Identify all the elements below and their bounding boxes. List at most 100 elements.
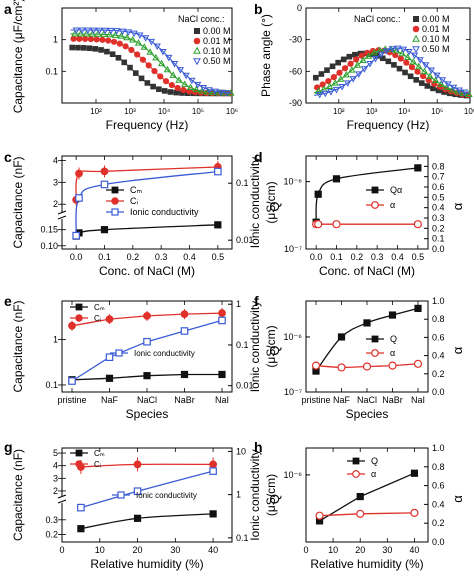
- x-tick-label: 30: [170, 545, 180, 555]
- data-marker: [403, 59, 410, 66]
- data-marker: [217, 89, 225, 97]
- data-marker: [438, 77, 447, 84]
- data-marker: [325, 82, 334, 90]
- data-marker: [392, 51, 399, 59]
- data-marker: [75, 194, 83, 202]
- data-marker: [204, 88, 212, 95]
- legend-label: Ionic conductivity: [134, 349, 195, 358]
- legend-label: Cₘ: [94, 449, 105, 458]
- legend-label: Cᵢ: [130, 196, 138, 206]
- axis-break: [58, 497, 66, 503]
- data-marker: [405, 49, 413, 56]
- legend-label: 0.10 M: [422, 34, 450, 44]
- legend-label: α: [371, 469, 376, 479]
- data-marker: [454, 87, 462, 95]
- legend-label: α: [390, 348, 395, 358]
- y2-tick-label: 0.6: [432, 481, 445, 491]
- data-marker: [424, 83, 431, 89]
- x-axis-label: Species: [126, 407, 169, 421]
- legend-marker: [75, 460, 83, 468]
- data-marker: [379, 55, 386, 62]
- data-marker: [353, 56, 360, 63]
- legend-marker: [75, 303, 83, 311]
- data-marker: [192, 85, 200, 93]
- data-marker: [129, 35, 137, 43]
- x-tick-label: 0.5: [212, 252, 225, 262]
- data-marker: [75, 44, 81, 51]
- y2-tick-label: 0.01: [236, 381, 254, 391]
- x-tick-label: 0.5: [412, 252, 425, 262]
- data-marker: [134, 39, 143, 46]
- fit-curve: [314, 47, 471, 96]
- legend-marker: [193, 46, 201, 54]
- data-marker: [122, 43, 129, 50]
- data-marker: [209, 467, 217, 475]
- data-marker: [98, 47, 104, 53]
- data-marker: [313, 74, 319, 81]
- y2-tick-label: 0.5: [432, 192, 445, 202]
- data-marker: [194, 81, 202, 89]
- data-marker: [84, 27, 92, 35]
- data-marker: [136, 32, 144, 39]
- data-marker: [352, 51, 358, 58]
- data-marker: [418, 80, 425, 86]
- y2-tick-label: 0.01: [236, 235, 254, 245]
- data-marker: [422, 62, 430, 69]
- data-marker: [156, 86, 162, 92]
- x-tick-label: NaF: [333, 395, 351, 405]
- x-axis-label: Relative humidity (%): [90, 557, 203, 571]
- legend-marker: [111, 186, 119, 194]
- data-marker: [318, 71, 325, 77]
- data-marker: [398, 49, 406, 57]
- panel-e: [58, 300, 233, 393]
- legend-marker: [111, 197, 119, 205]
- y-axis-label: Capacitance (nF): [11, 449, 25, 541]
- y-tick-label: 4: [53, 155, 58, 165]
- data-marker: [110, 38, 118, 45]
- data-marker: [455, 87, 463, 95]
- data-marker: [188, 77, 196, 85]
- data-marker: [388, 311, 397, 319]
- axis-break-mark: [57, 494, 67, 504]
- data-marker: [138, 75, 145, 82]
- data-marker: [159, 48, 167, 56]
- y-tick-label: 10⁻⁶: [284, 470, 303, 480]
- data-marker: [146, 48, 154, 55]
- data-marker: [157, 73, 164, 80]
- data-marker: [68, 377, 76, 385]
- data-marker: [180, 327, 189, 335]
- y2-tick-label: 0.4: [432, 351, 445, 361]
- panel-label-h: h: [254, 439, 263, 455]
- data-marker: [130, 30, 138, 38]
- fit-curve: [70, 33, 232, 94]
- data-marker: [336, 69, 343, 76]
- legend-label: Q: [390, 334, 397, 344]
- panel-label-f: f: [254, 293, 259, 309]
- data-marker: [414, 68, 421, 75]
- x-tick-label: NaBr: [382, 395, 403, 405]
- data-marker: [182, 72, 190, 80]
- data-marker: [209, 88, 218, 96]
- panel-label-d: d: [254, 149, 263, 165]
- data-marker: [147, 38, 156, 46]
- plot-frame: [305, 7, 471, 104]
- data-marker: [151, 67, 158, 75]
- data-marker: [76, 35, 83, 42]
- y-tick-label: 0.15: [40, 225, 58, 235]
- data-marker: [370, 48, 378, 56]
- data-marker: [82, 35, 89, 43]
- legend-label: 0.00 M: [203, 26, 231, 36]
- data-marker: [118, 28, 127, 36]
- data-marker: [355, 71, 363, 78]
- data-marker: [407, 73, 414, 80]
- data-marker: [314, 87, 323, 94]
- x-tick-label: 0.4: [391, 252, 404, 262]
- x-tick-label: 0: [59, 545, 64, 555]
- data-marker: [388, 46, 396, 53]
- y-axis-label: Q: [267, 494, 282, 504]
- data-marker: [92, 46, 99, 52]
- x-tick-label: pristine: [57, 395, 86, 405]
- data-marker: [394, 45, 402, 53]
- x-tick-label: NaBr: [174, 395, 195, 405]
